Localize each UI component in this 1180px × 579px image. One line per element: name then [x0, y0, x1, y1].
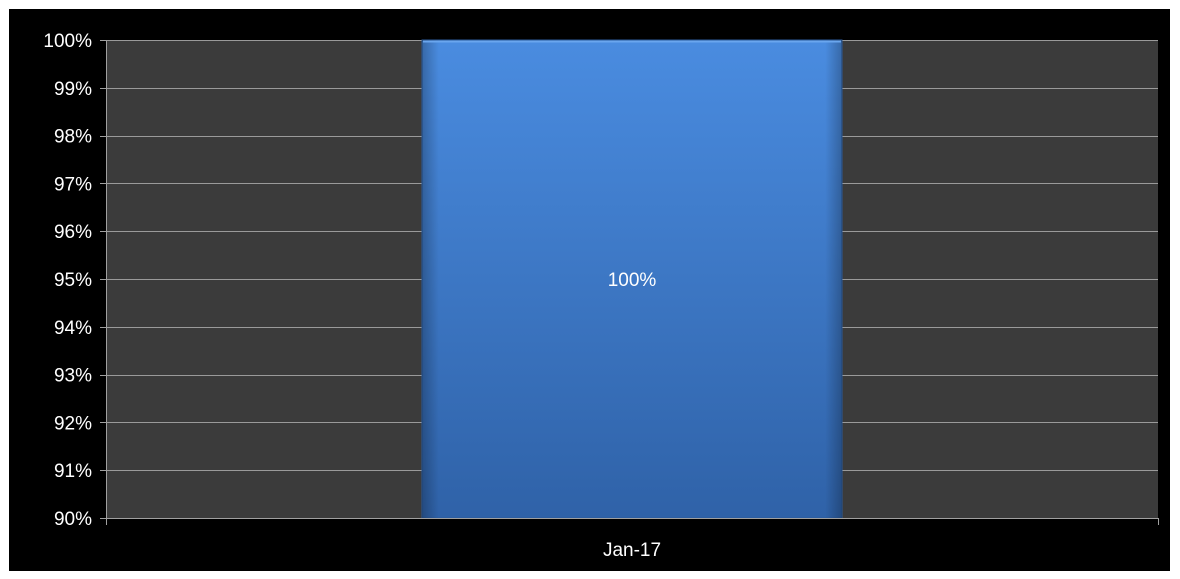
y-tick-label: 96%	[54, 222, 92, 243]
y-tick-label: 91%	[54, 461, 92, 482]
y-tick-labels: 90% 91% 92% 93% 94% 95% 96% 97% 98% 99% 100%	[43, 31, 92, 530]
y-tick-label: 93%	[54, 366, 92, 387]
y-tick-label: 99%	[54, 79, 92, 100]
y-tick-label: 94%	[54, 318, 92, 339]
x-tick-labels: Jan-17	[603, 540, 661, 561]
data-labels: 100%	[608, 270, 657, 291]
axes	[100, 40, 1159, 525]
y-tick-label: 97%	[54, 174, 92, 195]
bars	[421, 39, 843, 519]
y-tick-label: 92%	[54, 413, 92, 434]
y-tick-label: 98%	[54, 127, 92, 148]
y-tick-label: 100%	[43, 31, 92, 52]
y-tick-label: 95%	[54, 270, 92, 291]
y-tick-label: 90%	[54, 509, 92, 530]
data-label: 100%	[608, 270, 657, 291]
bar-shading	[422, 40, 842, 518]
x-tick-label: Jan-17	[603, 540, 661, 561]
